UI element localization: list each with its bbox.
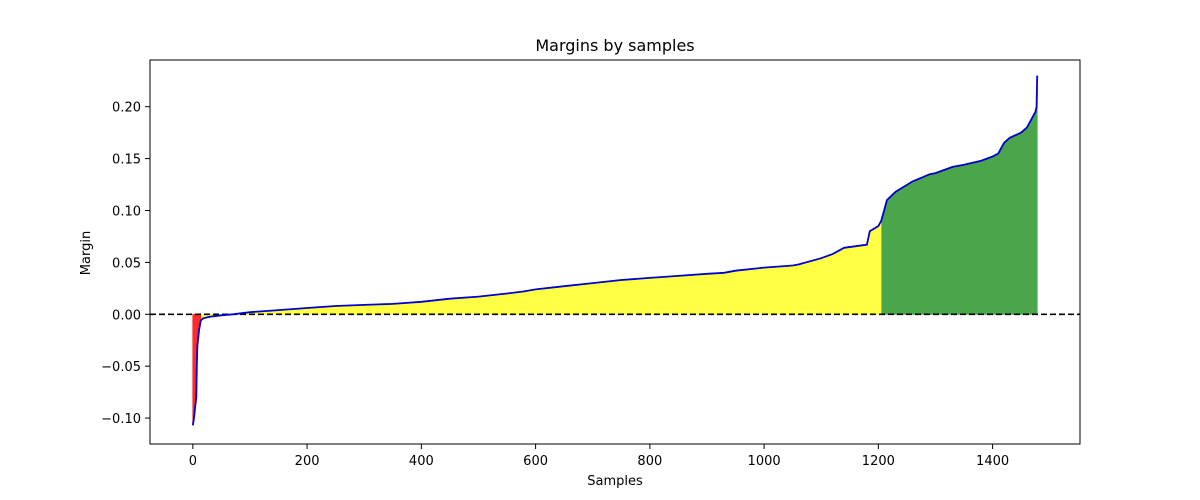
y-axis-label: Margin	[79, 231, 94, 275]
fill-region-3	[881, 75, 1038, 315]
x-tick-label: 200	[295, 454, 320, 469]
y-tick-label: −0.10	[101, 412, 141, 427]
y-tick-label: 0.15	[112, 153, 141, 168]
y-tick-label: 0.10	[112, 204, 141, 219]
y-tick-label: 0.00	[112, 308, 141, 323]
fill-region-2	[201, 218, 883, 321]
x-tick-label: 0	[189, 454, 197, 469]
area-fills	[192, 75, 1038, 426]
x-tick-label: 1200	[862, 454, 895, 469]
y-axis: −0.10 −0.05 0.00 0.05 0.10 0.15 0.20	[101, 101, 150, 427]
chart-title: Margins by samples	[535, 36, 694, 55]
x-tick-label: 1000	[748, 454, 781, 469]
series-margin-line	[191, 75, 1039, 426]
y-tick-label: −0.05	[101, 360, 141, 375]
x-axis-label: Samples	[587, 474, 643, 489]
plot-frame	[149, 59, 1081, 445]
x-tick-label: 1400	[976, 454, 1009, 469]
y-tick-label: 0.05	[112, 256, 141, 271]
x-tick-label: 800	[637, 454, 662, 469]
x-tick-label: 400	[409, 454, 434, 469]
y-tick-label: 0.20	[112, 101, 141, 116]
x-tick-label: 600	[523, 454, 548, 469]
x-axis: 0 200 400 600 800 1000 1200 1400	[189, 444, 1009, 469]
